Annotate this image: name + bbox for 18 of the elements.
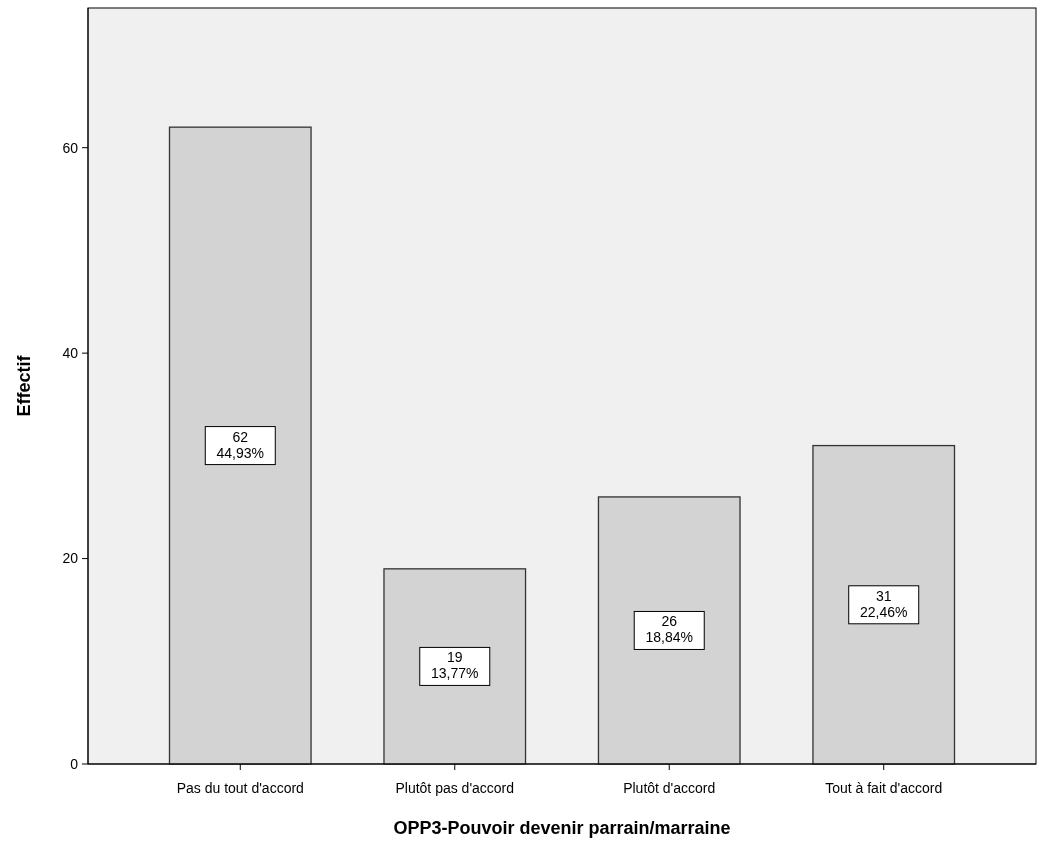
bar bbox=[168, 126, 312, 765]
data-label: 62 44,93% bbox=[216, 428, 265, 461]
y-tick-label: 40 bbox=[62, 345, 79, 362]
data-label: 19 13,77% bbox=[431, 649, 479, 682]
x-tick-label: Plutôt d'accord bbox=[623, 780, 716, 796]
bar bbox=[383, 568, 527, 765]
bar bbox=[812, 444, 956, 765]
data-label: 26 18,84% bbox=[645, 613, 693, 646]
x-tick-label: Tout à fait d'accord bbox=[825, 780, 943, 796]
y-tick-label: 0 bbox=[70, 755, 79, 772]
y-tick-label: 20 bbox=[62, 550, 79, 567]
y-axis-title: Effectif bbox=[14, 354, 34, 417]
data-label: 31 22,46% bbox=[859, 587, 908, 620]
bar bbox=[597, 496, 741, 765]
x-tick-label: Pas du tout d'accord bbox=[176, 780, 304, 796]
x-axis-title: OPP3-Pouvoir devenir parrain/marraine bbox=[393, 818, 731, 838]
x-tick-label: Plutôt pas d'accord bbox=[395, 780, 515, 796]
y-tick-label: 60 bbox=[62, 139, 79, 156]
